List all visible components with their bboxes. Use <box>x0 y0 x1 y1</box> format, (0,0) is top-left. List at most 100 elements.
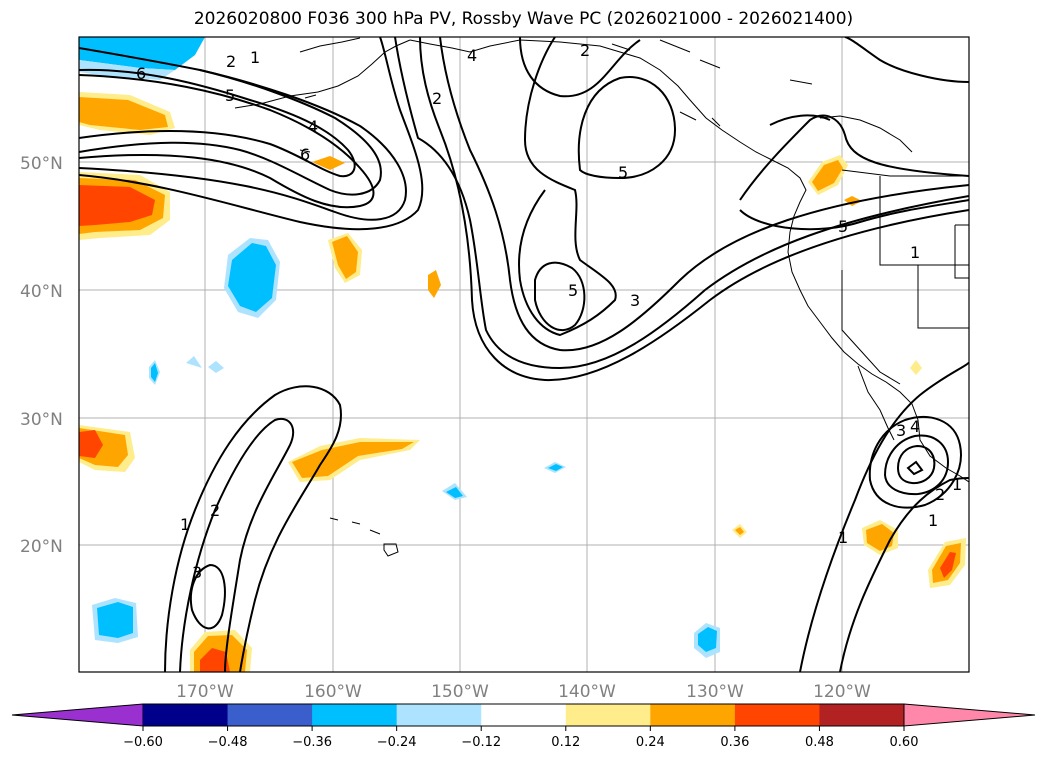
colorbar-tick-label: 0.24 <box>636 735 665 750</box>
contour-labels: 6 5 4 2 1 6 4 2 5 5 3 1 5 1 2 3 4 1 2 1 … <box>136 41 962 582</box>
pos-anomaly-small-e <box>910 360 922 375</box>
ca-border <box>841 270 901 385</box>
lat-label-20n: 20°N <box>20 537 63 557</box>
islands-misc <box>299 39 813 153</box>
colorbar-segment <box>734 704 820 726</box>
contour-label: 5 <box>838 217 848 236</box>
colorbar-tick-label: −0.60 <box>123 735 163 750</box>
contour-label: 5 <box>618 163 628 182</box>
contour-label: 1 <box>180 515 190 534</box>
lon-label-160w: 160°W <box>304 682 362 702</box>
colorbar-tick-label: −0.36 <box>292 735 332 750</box>
contour-ridge-5 <box>577 76 677 180</box>
lon-label-140w: 140°W <box>558 682 616 702</box>
colorbar-tick-label: 0.12 <box>551 735 580 750</box>
contour-ne <box>844 37 969 83</box>
neg-anomaly-142w-26n <box>548 464 563 471</box>
contour-label: 2 <box>580 41 590 60</box>
colorbar-segment <box>481 704 567 726</box>
pos-anomaly-168w-12n-core <box>200 648 230 672</box>
contour-sw-cutoff-3 <box>190 563 226 630</box>
contour-label: 6 <box>136 64 146 83</box>
state-borders <box>917 264 969 329</box>
neg-anomaly-small-a <box>151 363 158 382</box>
lat-label-40n: 40°N <box>20 282 63 302</box>
colorbar-segment <box>312 704 398 726</box>
pos-anomaly-155w-28n <box>292 442 414 478</box>
contour-label: 3 <box>630 291 640 310</box>
lon-label-120w: 120°W <box>813 682 871 702</box>
contour-label: 5 <box>225 86 235 105</box>
map-title: 2026020800 F036 300 hPa PV, Rossby Wave … <box>193 9 854 29</box>
state-border-or-id <box>879 176 918 266</box>
contour-label: 2 <box>210 501 220 520</box>
neg-anomaly-172w-14n <box>97 602 133 638</box>
contour-se-cutoff <box>868 416 962 509</box>
colorbar-segment <box>227 704 313 726</box>
alaska-peninsula-coast <box>234 39 411 109</box>
contour-label: 4 <box>910 417 920 436</box>
contour-north-jet-1 <box>79 47 382 196</box>
latitude-labels: 50°N 40°N 30°N 20°N <box>20 154 63 557</box>
contour-label: 4 <box>308 117 318 136</box>
contour-label: 1 <box>838 528 848 547</box>
colorbar-tick-label: −0.24 <box>377 735 417 750</box>
pos-anomaly-152w-40n <box>428 270 441 298</box>
pos-anomaly-122w-49n <box>812 160 843 191</box>
contour-label: 4 <box>467 46 477 65</box>
pos-anomaly-small-d <box>844 196 862 206</box>
contour-label: 3 <box>896 421 906 440</box>
neg-anomaly-nw <box>79 37 205 70</box>
colorbar-tick-label: 0.36 <box>720 735 749 750</box>
pos-anomaly-w3-core <box>79 430 103 458</box>
inland-boundary <box>819 115 913 153</box>
longitude-labels: 170°W 160°W 150°W 140°W 130°W 120°W <box>176 682 871 702</box>
graticule <box>79 37 969 672</box>
contour-label: 5 <box>568 281 578 300</box>
contour-trough <box>419 37 969 382</box>
pos-anomaly-128w-21n <box>735 527 744 535</box>
lat-label-50n: 50°N <box>20 154 63 174</box>
map-area <box>79 37 969 672</box>
contour-label: 2 <box>432 89 442 108</box>
colorbar: −0.60 −0.48 −0.36 −0.24 −0.12 0.12 0.24 0.36 0.4… <box>11 703 1036 750</box>
contour-closed-low <box>534 261 586 331</box>
contour-label: 1 <box>928 511 938 530</box>
colorbar-extend-low <box>11 703 144 727</box>
colorbar-segment <box>396 704 482 726</box>
state-border-east <box>954 224 969 279</box>
hawaii <box>329 517 399 557</box>
colorbar-tick-label: −0.12 <box>461 735 501 750</box>
neg-anomaly-150w-24n <box>446 487 463 498</box>
colorbar-border <box>143 703 904 727</box>
alaska-coast-west <box>299 37 361 53</box>
contour-label: 3 <box>192 563 202 582</box>
contour-label: 6 <box>300 145 310 164</box>
colorbar-extend-high <box>903 703 1036 727</box>
contour-sw-cutoff-1 <box>164 385 342 672</box>
contour-label: 1 <box>910 243 920 262</box>
neg-anomaly-166w-41n <box>228 243 276 312</box>
colorbar-segment <box>650 704 736 726</box>
pos-anomaly-w1 <box>79 97 168 130</box>
colorbar-tick-label: −0.48 <box>208 735 248 750</box>
us-canada-border <box>841 169 969 177</box>
lon-label-130w: 130°W <box>686 682 744 702</box>
pos-anomaly-112w-18n-core <box>940 552 956 578</box>
coastlines <box>234 37 969 557</box>
contour-ridge-top <box>519 37 641 98</box>
colorbar-segment <box>819 704 905 726</box>
pos-anomaly-160w-50n <box>312 156 345 170</box>
alaska-coast-south <box>409 39 521 53</box>
colorbar-tick-label: 0.60 <box>890 735 919 750</box>
pos-anomaly-w2-core <box>79 185 155 226</box>
contour-se-1 <box>799 361 969 672</box>
baja-california <box>857 365 895 441</box>
lon-label-150w: 150°W <box>431 682 489 702</box>
contour-label: 1 <box>952 475 962 494</box>
contour-label: 2 <box>935 485 945 504</box>
neg-anomaly-130w-12n <box>698 627 717 652</box>
colorbar-segment <box>565 704 651 726</box>
colorbar-tick-label: 0.48 <box>805 735 834 750</box>
